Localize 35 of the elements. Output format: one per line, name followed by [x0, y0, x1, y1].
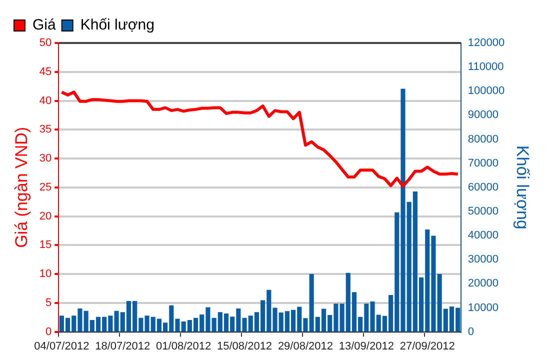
- y-tick-label: 10: [39, 268, 52, 280]
- x-tick-label: 27/09/2012: [400, 340, 455, 352]
- y2-tick-label: 80000: [468, 133, 498, 146]
- legend-label: Giá: [32, 16, 56, 34]
- y-tick-label: 45: [39, 66, 52, 78]
- x-tick-label: 29/08/2012: [278, 340, 334, 352]
- y2-tick-label: 90000: [468, 109, 498, 122]
- x-tick-label: 15/08/2012: [216, 340, 272, 352]
- y2-tick-label: 10000: [468, 302, 498, 314]
- y-tick-label: 0: [46, 326, 52, 338]
- y2-tick-label: 20000: [468, 278, 498, 290]
- x-tick-label: 13/09/2012: [338, 340, 394, 352]
- y2-tick-label: 110000: [468, 61, 504, 74]
- y2-tick-label: 30000: [468, 254, 498, 266]
- y2-tick-label: 0: [468, 326, 474, 338]
- x-tick-label: 04/07/2012: [34, 340, 90, 352]
- x-tick-label: 01/08/2012: [156, 340, 212, 352]
- y2-tick-label: 60000: [468, 181, 498, 194]
- y2-tick-label: 70000: [468, 157, 498, 170]
- y-tick-label: 15: [39, 239, 52, 252]
- y-tick-label: 20: [39, 210, 52, 222]
- y-tick-label: 5: [46, 296, 52, 309]
- y-tick-label: 50: [39, 37, 52, 50]
- y2-tick-label: 120000: [468, 37, 505, 50]
- y2-axis-title: Khối lượng: [513, 145, 532, 230]
- x-tick-label: 18/07/2012: [95, 340, 150, 352]
- legend-label: Khối lượng: [80, 16, 154, 34]
- y-tick-label: 35: [39, 124, 52, 136]
- y2-tick-label: 50000: [468, 206, 498, 218]
- y-axis-title: Giá (ngàn VND): [12, 126, 31, 248]
- y2-tick-label: 40000: [468, 230, 498, 242]
- y-tick-label: 40: [39, 94, 52, 107]
- y2-tick-label: 100000: [468, 85, 505, 98]
- y-tick-label: 30: [39, 152, 52, 165]
- y-tick-label: 25: [39, 181, 52, 194]
